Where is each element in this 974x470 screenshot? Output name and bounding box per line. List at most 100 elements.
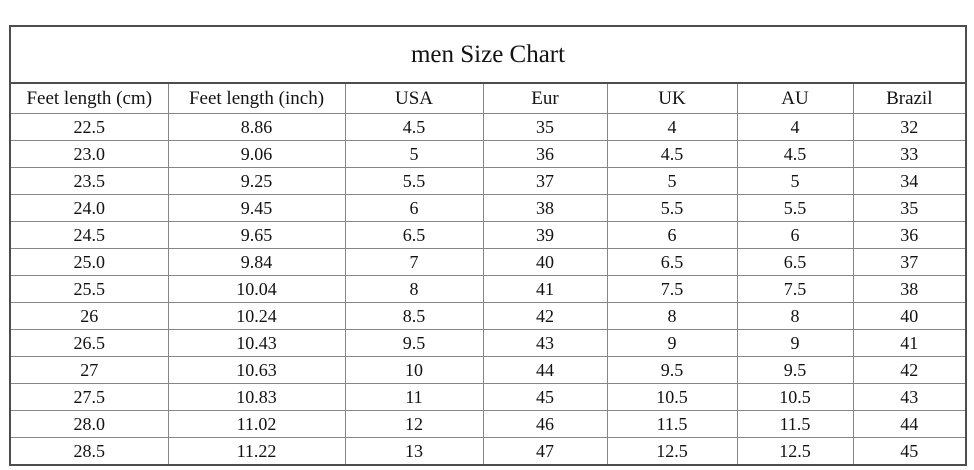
table-cell: 4 bbox=[606, 113, 738, 141]
table-cell: 7 bbox=[344, 248, 484, 276]
table-cell: 27.5 bbox=[9, 383, 169, 411]
table-cell: 11.02 bbox=[167, 410, 346, 438]
table-row: 25.0 9.84 7 40 6.5 6.5 37 bbox=[9, 248, 967, 276]
column-header-1: Feet length (inch) bbox=[167, 82, 346, 114]
table-cell: 7.5 bbox=[606, 275, 738, 303]
table-cell: 25.5 bbox=[9, 275, 169, 303]
table-cell: 9.84 bbox=[167, 248, 346, 276]
table-cell: 5.5 bbox=[344, 167, 484, 195]
table-cell: 12.5 bbox=[736, 437, 854, 466]
table-cell: 22.5 bbox=[9, 113, 169, 141]
table-cell: 9.5 bbox=[606, 356, 738, 384]
table-cell: 35 bbox=[852, 194, 967, 222]
table-cell: 38 bbox=[482, 194, 608, 222]
table-cell: 42 bbox=[852, 356, 967, 384]
table-cell: 5 bbox=[344, 140, 484, 168]
table-cell: 12 bbox=[344, 410, 484, 438]
table-cell: 26.5 bbox=[9, 329, 169, 357]
table-row: 24.0 9.45 6 38 5.5 5.5 35 bbox=[9, 194, 967, 222]
table-cell: 10.24 bbox=[167, 302, 346, 330]
table-cell: 42 bbox=[482, 302, 608, 330]
table-cell: 10.83 bbox=[167, 383, 346, 411]
table-cell: 8.86 bbox=[167, 113, 346, 141]
column-header-6: Brazil bbox=[852, 82, 967, 114]
table-cell: 46 bbox=[482, 410, 608, 438]
table-cell: 5.5 bbox=[606, 194, 738, 222]
table-cell: 10.04 bbox=[167, 275, 346, 303]
table-row: 28.0 11.02 12 46 11.5 11.5 44 bbox=[9, 410, 967, 438]
table-cell: 9 bbox=[606, 329, 738, 357]
table-title: men Size Chart bbox=[9, 25, 967, 84]
table-cell: 45 bbox=[482, 383, 608, 411]
table-cell: 34 bbox=[852, 167, 967, 195]
table-cell: 26 bbox=[9, 302, 169, 330]
table-cell: 23.5 bbox=[9, 167, 169, 195]
table-cell: 40 bbox=[482, 248, 608, 276]
table-cell: 9.45 bbox=[167, 194, 346, 222]
table-cell: 28.0 bbox=[9, 410, 169, 438]
table-cell: 43 bbox=[852, 383, 967, 411]
column-header-4: UK bbox=[606, 82, 738, 114]
men-size-chart-table: men Size Chart Feet length (cm) Feet leng… bbox=[9, 25, 968, 466]
table-cell: 9.65 bbox=[167, 221, 346, 249]
table-cell: 8.5 bbox=[344, 302, 484, 330]
table-title-row: men Size Chart bbox=[9, 25, 967, 84]
table-cell: 4.5 bbox=[344, 113, 484, 141]
table-cell: 5 bbox=[736, 167, 854, 195]
table-row: 27 10.63 10 44 9.5 9.5 42 bbox=[9, 356, 967, 384]
table-cell: 24.5 bbox=[9, 221, 169, 249]
table-cell: 5 bbox=[606, 167, 738, 195]
table-cell: 10.5 bbox=[606, 383, 738, 411]
table-cell: 12.5 bbox=[606, 437, 738, 466]
table-cell: 6 bbox=[344, 194, 484, 222]
column-header-2: USA bbox=[344, 82, 484, 114]
table-cell: 11.5 bbox=[606, 410, 738, 438]
table-cell: 10.5 bbox=[736, 383, 854, 411]
table-row: 26.5 10.43 9.5 43 9 9 41 bbox=[9, 329, 967, 357]
table-cell: 10.63 bbox=[167, 356, 346, 384]
table-cell: 43 bbox=[482, 329, 608, 357]
table-cell: 36 bbox=[482, 140, 608, 168]
table-cell: 11 bbox=[344, 383, 484, 411]
table-cell: 8 bbox=[344, 275, 484, 303]
table-cell: 36 bbox=[852, 221, 967, 249]
table-cell: 9.25 bbox=[167, 167, 346, 195]
table-cell: 10 bbox=[344, 356, 484, 384]
table-cell: 4.5 bbox=[606, 140, 738, 168]
table-cell: 38 bbox=[852, 275, 967, 303]
table-header-row: Feet length (cm) Feet length (inch) USA Eur… bbox=[9, 82, 967, 114]
table-cell: 11.22 bbox=[167, 437, 346, 466]
table-cell: 10.43 bbox=[167, 329, 346, 357]
table-cell: 9.5 bbox=[736, 356, 854, 384]
table-cell: 40 bbox=[852, 302, 967, 330]
table-cell: 47 bbox=[482, 437, 608, 466]
table-cell: 44 bbox=[482, 356, 608, 384]
table-cell: 9.5 bbox=[344, 329, 484, 357]
table-cell: 6.5 bbox=[606, 248, 738, 276]
column-header-0: Feet length (cm) bbox=[9, 82, 169, 114]
table-cell: 25.0 bbox=[9, 248, 169, 276]
table-row: 27.5 10.83 11 45 10.5 10.5 43 bbox=[9, 383, 967, 411]
table-cell: 28.5 bbox=[9, 437, 169, 466]
table-cell: 39 bbox=[482, 221, 608, 249]
table-cell: 6 bbox=[606, 221, 738, 249]
table-cell: 9.06 bbox=[167, 140, 346, 168]
table-row: 23.5 9.25 5.5 37 5 5 34 bbox=[9, 167, 967, 195]
table-cell: 32 bbox=[852, 113, 967, 141]
column-header-3: Eur bbox=[482, 82, 608, 114]
table-cell: 8 bbox=[606, 302, 738, 330]
table-cell: 35 bbox=[482, 113, 608, 141]
table-cell: 13 bbox=[344, 437, 484, 466]
table-cell: 37 bbox=[852, 248, 967, 276]
table-cell: 23.0 bbox=[9, 140, 169, 168]
table-cell: 4 bbox=[736, 113, 854, 141]
table-cell: 6.5 bbox=[736, 248, 854, 276]
table-cell: 8 bbox=[736, 302, 854, 330]
table-cell: 44 bbox=[852, 410, 967, 438]
table-row: 28.5 11.22 13 47 12.5 12.5 45 bbox=[9, 437, 967, 466]
table-cell: 45 bbox=[852, 437, 967, 466]
table-cell: 37 bbox=[482, 167, 608, 195]
table-row: 24.5 9.65 6.5 39 6 6 36 bbox=[9, 221, 967, 249]
table-cell: 6 bbox=[736, 221, 854, 249]
